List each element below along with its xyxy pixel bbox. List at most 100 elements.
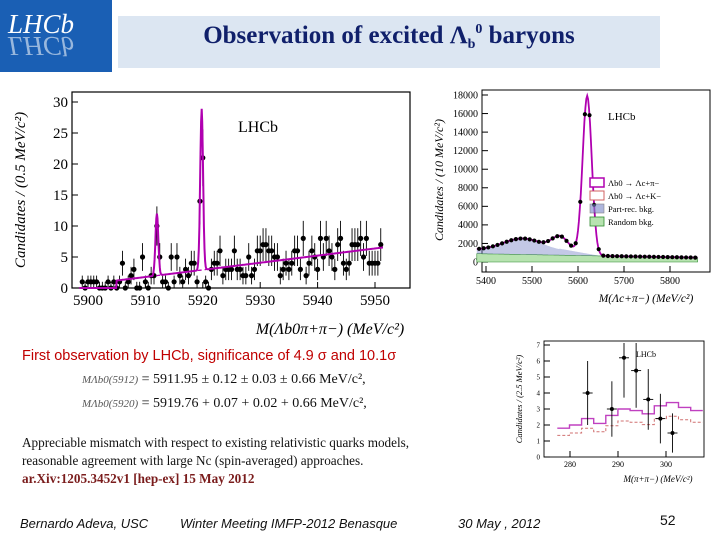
x-tick-label: 5950 bbox=[360, 293, 390, 309]
left-data-point bbox=[315, 266, 321, 272]
left-data-point bbox=[185, 273, 192, 279]
rt-data-point bbox=[587, 113, 592, 118]
left-data-point bbox=[283, 260, 289, 266]
rt-data-point bbox=[615, 254, 620, 259]
y-tick-label: 0 bbox=[537, 453, 541, 461]
left-data-point bbox=[340, 260, 347, 266]
observation-caption: First observation by LHCb, significance … bbox=[22, 348, 397, 364]
rb-ylabel: Candidates / (2.5 MeV/c²) bbox=[514, 355, 524, 444]
rt-data-point bbox=[509, 238, 514, 243]
legend-swatch-1 bbox=[589, 177, 605, 188]
left-data-point bbox=[375, 260, 381, 266]
left-data-point bbox=[274, 254, 281, 260]
rt-data-point bbox=[495, 242, 500, 248]
left-data-point bbox=[203, 279, 209, 285]
rt-data-point bbox=[633, 254, 638, 259]
rt-xlabel: M(Λc+π−) (MeV/c²) bbox=[598, 293, 694, 305]
left-data-point bbox=[309, 248, 315, 254]
left-data-point bbox=[214, 260, 220, 266]
left-data-point bbox=[142, 279, 148, 285]
left-data-point bbox=[300, 235, 306, 241]
y-tick-label: 16000 bbox=[453, 109, 478, 120]
left-data-point bbox=[363, 235, 369, 241]
left-lhcb-label: LHCb bbox=[238, 119, 278, 136]
rb-data-point bbox=[622, 355, 626, 360]
left-data-point bbox=[355, 242, 361, 248]
rt-data-point bbox=[486, 245, 491, 250]
paragraph-line-2: reasonable agreement with large Nc (spin… bbox=[22, 453, 364, 468]
left-data-point bbox=[294, 248, 301, 254]
logo-reflection: LHCb bbox=[7, 31, 74, 61]
rt-data-point bbox=[693, 255, 698, 260]
footer-meeting: Winter Meeting IMFP-2012 Benasque bbox=[180, 516, 398, 531]
rt-data-point bbox=[628, 254, 633, 259]
rt-data-point bbox=[670, 255, 675, 260]
left-data-point bbox=[139, 254, 146, 260]
left-plot-frame bbox=[71, 91, 411, 289]
rt-data-point bbox=[684, 255, 689, 260]
rt-data-point bbox=[481, 246, 486, 251]
y-tick-label: 10000 bbox=[453, 165, 478, 176]
y-tick-label: 15 bbox=[53, 188, 68, 204]
left-data-point bbox=[358, 235, 364, 241]
rt-lhcb-label: LHCb bbox=[608, 111, 636, 123]
rt-data-point bbox=[582, 112, 587, 117]
x-tick-label: 5940 bbox=[303, 293, 333, 309]
x-tick-label: 280 bbox=[564, 460, 576, 469]
y-tick-label: 18000 bbox=[453, 90, 478, 101]
y-tick-label: 6 bbox=[537, 357, 541, 365]
rb-yticks: 0 1 2 3 4 5 6 7 bbox=[537, 341, 550, 461]
mass-label-5912: MΛb0(5912) bbox=[82, 374, 139, 386]
legend-label-3: Part-rec. bkg. bbox=[608, 204, 654, 214]
rb-data-points bbox=[582, 343, 678, 453]
rb-lhcb-label: LHCb bbox=[636, 350, 656, 359]
legend-label-4: Random bkg. bbox=[608, 217, 654, 227]
left-ylabel: Candidates / (0.5 MeV/c²) bbox=[13, 112, 29, 268]
rt-data-point bbox=[546, 238, 551, 244]
left-data-point bbox=[323, 235, 329, 241]
left-data-point bbox=[182, 266, 189, 272]
x-tick-label: 5930 bbox=[245, 293, 275, 309]
rb-data-point bbox=[585, 391, 590, 395]
left-xlabel: M(Λb0π+π−) (MeV/c²) bbox=[255, 321, 404, 338]
left-data-point bbox=[317, 235, 324, 241]
left-data-point bbox=[306, 260, 312, 266]
left-data-point bbox=[165, 285, 171, 291]
left-data-point bbox=[378, 242, 384, 248]
left-data-point bbox=[137, 285, 143, 291]
legend-swatch-4 bbox=[589, 216, 605, 227]
y-tick-label: 8000 bbox=[458, 183, 478, 194]
rt-data-point bbox=[504, 239, 509, 244]
rb-xticks: 280 290 300 bbox=[564, 451, 672, 469]
rt-data-point bbox=[610, 254, 615, 259]
rt-data-point bbox=[688, 255, 693, 260]
arxiv-reference: ar.Xiv:1205.3452v1 [hep-ex] 15 May 2012 bbox=[22, 471, 255, 486]
title-lambda: Λ bbox=[449, 22, 468, 49]
rt-legend: Λb0 → Λc+π− Λb0 → Λc+K− Part-rec. bkg. R… bbox=[589, 177, 661, 227]
y-tick-label: 0 bbox=[61, 281, 69, 297]
rt-data-point bbox=[596, 247, 601, 252]
left-data-point bbox=[162, 279, 169, 285]
lhcb-logo: LHCb LHCb bbox=[0, 0, 112, 72]
left-data-point bbox=[177, 273, 183, 279]
rt-data-point bbox=[679, 255, 684, 260]
x-tick-label: 5900 bbox=[73, 293, 103, 309]
right-top-plot: 0 2000 4000 6000 8000 10000 12000 14000 16000 180… bbox=[432, 89, 711, 305]
y-tick-label: 3 bbox=[537, 405, 541, 413]
rt-yticks: 0 2000 4000 6000 8000 10000 12000 14000 16000 180… bbox=[453, 90, 488, 268]
rt-data-point bbox=[601, 253, 606, 258]
x-tick-label: 300 bbox=[660, 460, 672, 469]
y-tick-label: 12000 bbox=[453, 146, 478, 157]
left-data-point bbox=[131, 266, 137, 272]
title-text: Observation of excited bbox=[203, 22, 450, 49]
left-data-point bbox=[231, 248, 237, 254]
left-data-point bbox=[346, 260, 352, 266]
mass-value-5920: = 5919.76 + 0.07 + 0.02 + 0.66 MeV/c², bbox=[141, 396, 367, 411]
left-data-point bbox=[217, 248, 223, 254]
y-tick-label: 25 bbox=[53, 126, 68, 142]
left-data-point bbox=[343, 266, 349, 272]
left-data-point bbox=[122, 285, 128, 291]
title-sub: b bbox=[467, 37, 476, 52]
rt-data-point bbox=[642, 254, 647, 259]
left-data-point bbox=[180, 279, 186, 285]
